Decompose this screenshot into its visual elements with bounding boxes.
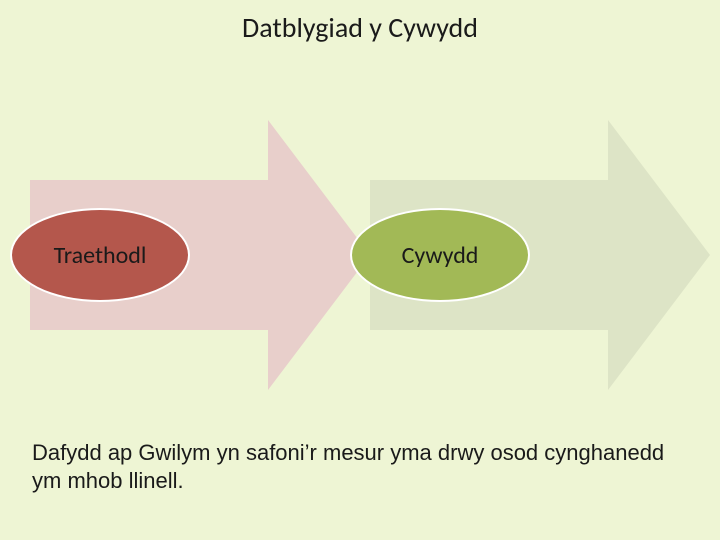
node-cywydd: Cywydd	[350, 208, 530, 302]
flow-step-traethodl: Traethodl	[30, 120, 370, 390]
node-cywydd-label: Cywydd	[402, 241, 479, 270]
node-traethodl-label: Traethodl	[54, 241, 147, 270]
slide-title: Datblygiad y Cywydd	[0, 10, 720, 45]
footer-text: Dafydd ap Gwilym yn safoni’r mesur yma d…	[32, 439, 688, 494]
flow-diagram: Traethodl Cywydd	[0, 120, 720, 390]
flow-step-cywydd: Cywydd	[370, 120, 710, 390]
node-traethodl: Traethodl	[10, 208, 190, 302]
